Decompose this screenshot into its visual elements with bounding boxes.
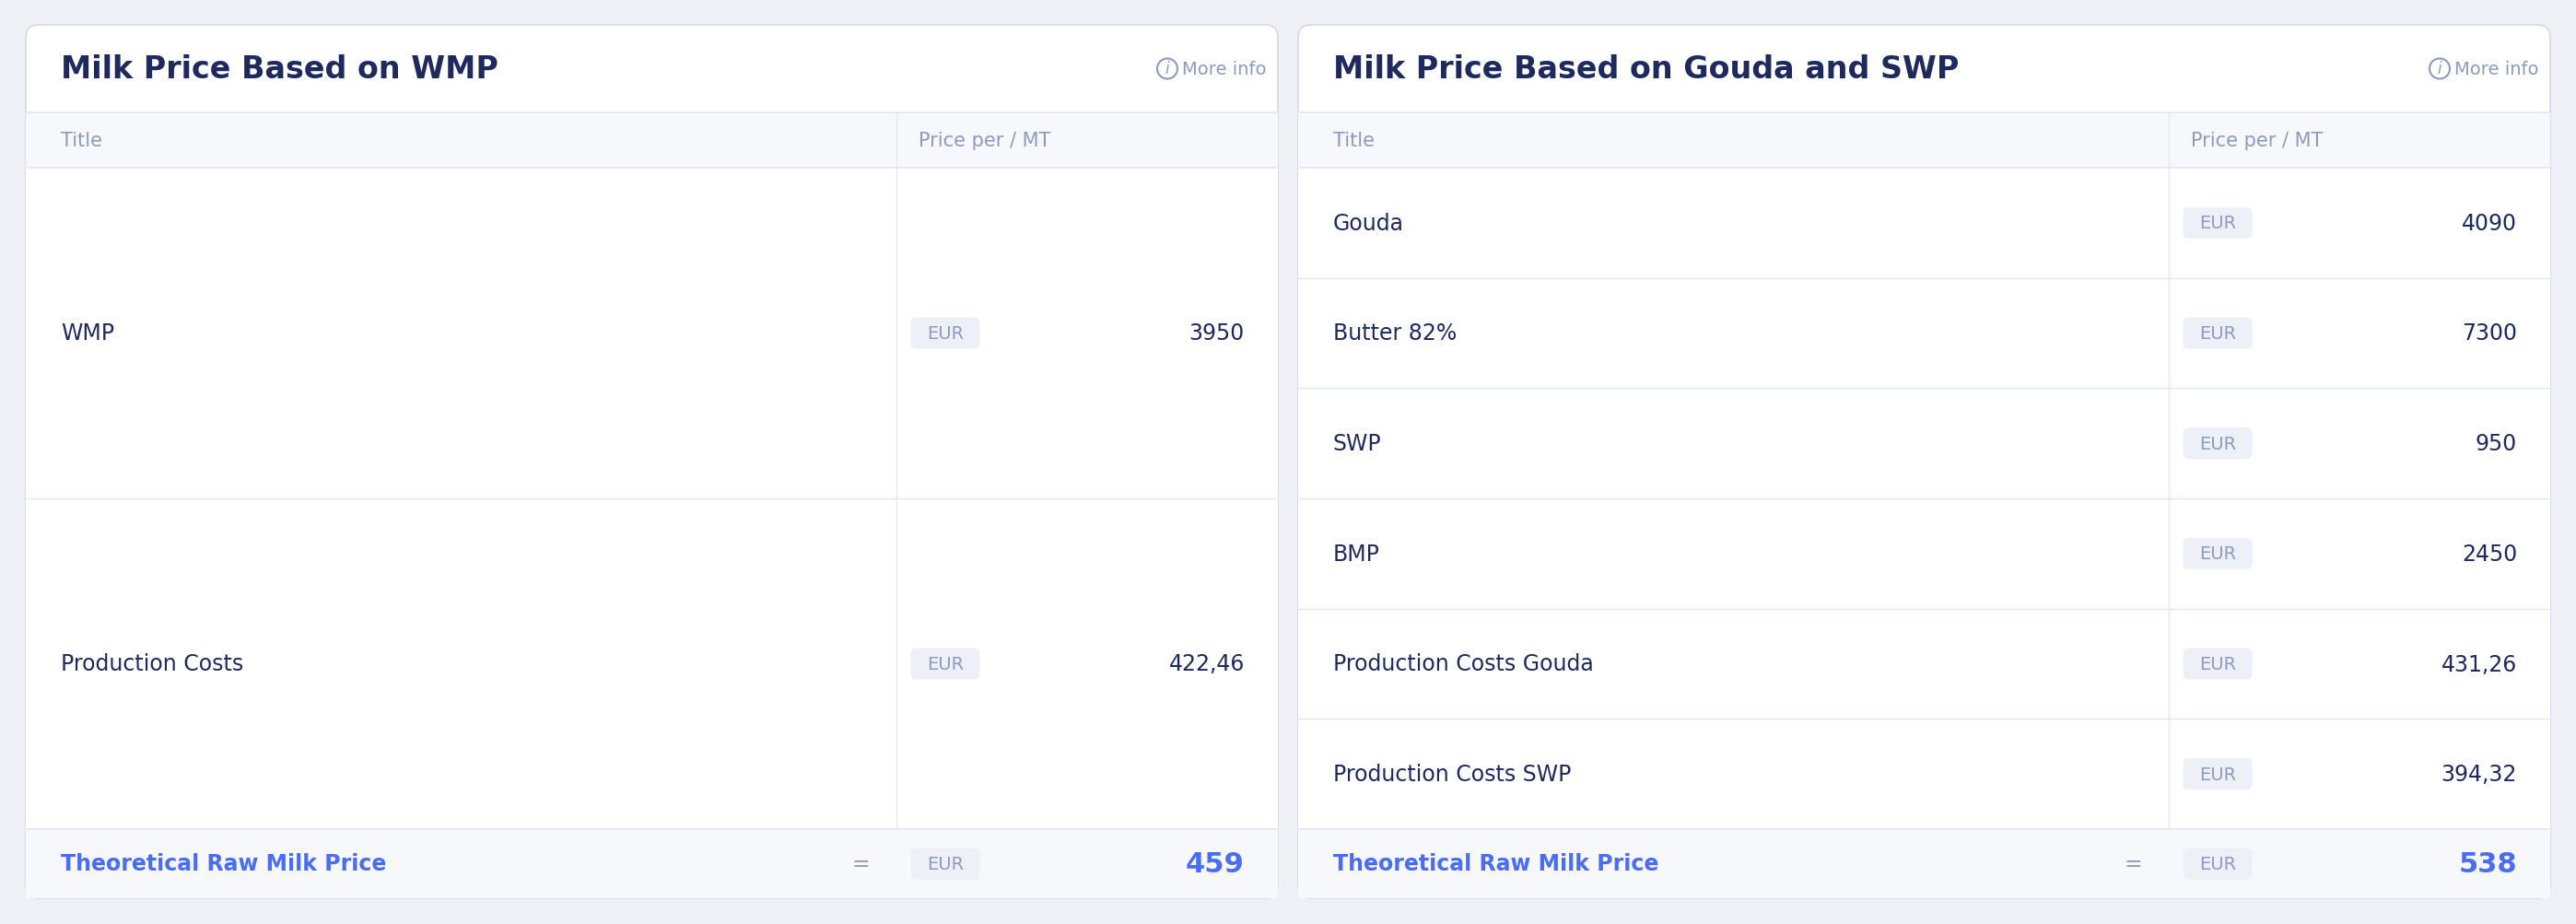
Text: Price per / MT: Price per / MT bbox=[917, 131, 1051, 150]
Text: Milk Price Based on Gouda and SWP: Milk Price Based on Gouda and SWP bbox=[1334, 55, 1960, 85]
Text: 459: 459 bbox=[1185, 850, 1244, 877]
Bar bbox=[1298, 168, 2550, 278]
Text: 394,32: 394,32 bbox=[2442, 763, 2517, 785]
Text: Butter 82%: Butter 82% bbox=[1334, 322, 1458, 345]
Text: EUR: EUR bbox=[2200, 325, 2236, 343]
FancyBboxPatch shape bbox=[2182, 428, 2251, 459]
Text: 7300: 7300 bbox=[2463, 322, 2517, 345]
FancyBboxPatch shape bbox=[2182, 208, 2251, 239]
Text: 3950: 3950 bbox=[1190, 322, 1244, 345]
Text: SWP: SWP bbox=[1334, 432, 1381, 455]
FancyBboxPatch shape bbox=[26, 26, 1278, 898]
FancyBboxPatch shape bbox=[2182, 539, 2251, 569]
Text: Theoretical Raw Milk Price: Theoretical Raw Milk Price bbox=[62, 853, 386, 875]
Text: EUR: EUR bbox=[2200, 855, 2236, 872]
FancyBboxPatch shape bbox=[912, 318, 979, 349]
Bar bbox=[26, 829, 1278, 898]
Text: 2450: 2450 bbox=[2463, 542, 2517, 565]
Text: Gouda: Gouda bbox=[1334, 213, 1404, 235]
Text: EUR: EUR bbox=[2200, 435, 2236, 453]
Text: Price per / MT: Price per / MT bbox=[2190, 131, 2324, 150]
Bar bbox=[1298, 278, 2550, 389]
Text: EUR: EUR bbox=[927, 855, 963, 872]
Text: WMP: WMP bbox=[62, 322, 113, 345]
FancyBboxPatch shape bbox=[2182, 848, 2251, 880]
Text: EUR: EUR bbox=[2200, 545, 2236, 563]
Bar bbox=[1298, 499, 2550, 609]
Bar bbox=[26, 114, 1278, 168]
Text: 431,26: 431,26 bbox=[2442, 653, 2517, 675]
Text: =: = bbox=[2125, 853, 2143, 875]
Text: Milk Price Based on WMP: Milk Price Based on WMP bbox=[62, 55, 497, 85]
Text: EUR: EUR bbox=[2200, 765, 2236, 783]
Text: =: = bbox=[853, 853, 871, 875]
Text: i: i bbox=[2437, 61, 2442, 78]
Text: i: i bbox=[1164, 61, 1170, 78]
Text: 422,46: 422,46 bbox=[1170, 653, 1244, 675]
Text: EUR: EUR bbox=[927, 325, 963, 343]
Text: More info: More info bbox=[2455, 61, 2540, 79]
Text: BMP: BMP bbox=[1334, 542, 1381, 565]
FancyBboxPatch shape bbox=[2182, 318, 2251, 349]
Text: Production Costs Gouda: Production Costs Gouda bbox=[1334, 653, 1595, 675]
Bar bbox=[1298, 609, 2550, 719]
Bar bbox=[26, 168, 1278, 499]
Text: More info: More info bbox=[1182, 61, 1267, 79]
Text: Theoretical Raw Milk Price: Theoretical Raw Milk Price bbox=[1334, 853, 1659, 875]
Text: EUR: EUR bbox=[927, 655, 963, 673]
Text: Title: Title bbox=[62, 131, 103, 150]
Text: Title: Title bbox=[1334, 131, 1376, 150]
FancyBboxPatch shape bbox=[1298, 26, 2550, 898]
FancyBboxPatch shape bbox=[2182, 649, 2251, 680]
Text: 4090: 4090 bbox=[2463, 213, 2517, 235]
Text: 950: 950 bbox=[2476, 432, 2517, 455]
FancyBboxPatch shape bbox=[2182, 759, 2251, 790]
FancyBboxPatch shape bbox=[912, 649, 979, 680]
Text: EUR: EUR bbox=[2200, 655, 2236, 673]
Text: Production Costs SWP: Production Costs SWP bbox=[1334, 763, 1571, 785]
Bar bbox=[1298, 829, 2550, 898]
Bar bbox=[1298, 114, 2550, 168]
Bar bbox=[1298, 719, 2550, 829]
Text: 538: 538 bbox=[2458, 850, 2517, 877]
Text: EUR: EUR bbox=[2200, 214, 2236, 232]
Bar bbox=[1298, 389, 2550, 499]
Text: Production Costs: Production Costs bbox=[62, 653, 245, 675]
Bar bbox=[26, 499, 1278, 829]
FancyBboxPatch shape bbox=[912, 848, 979, 880]
